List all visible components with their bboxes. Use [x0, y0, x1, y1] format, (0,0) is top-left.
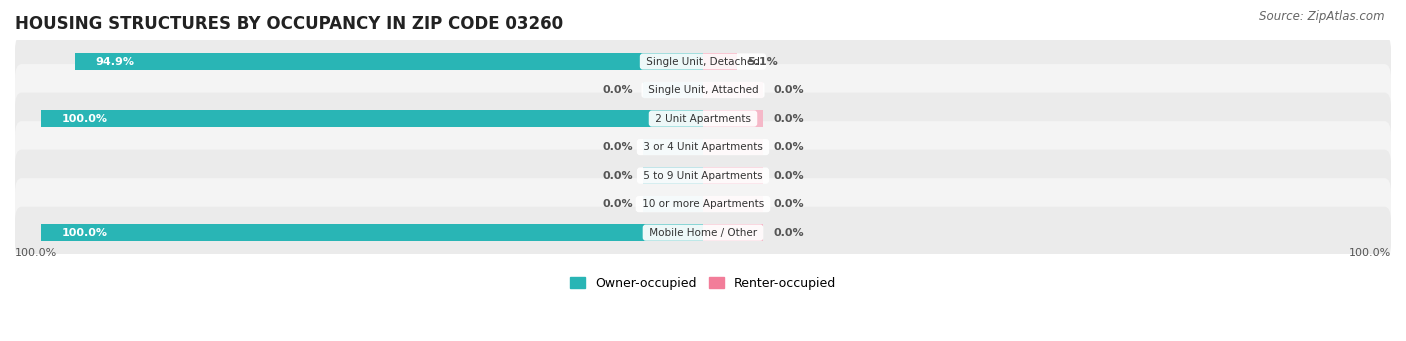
Bar — [41, 224, 703, 241]
Bar — [644, 167, 703, 184]
Bar — [703, 53, 737, 70]
Text: 0.0%: 0.0% — [773, 199, 804, 209]
Text: 100.0%: 100.0% — [1348, 248, 1391, 258]
Bar — [703, 224, 762, 241]
FancyBboxPatch shape — [15, 64, 1391, 116]
Text: 0.0%: 0.0% — [773, 142, 804, 152]
Text: Source: ZipAtlas.com: Source: ZipAtlas.com — [1260, 10, 1385, 23]
Text: 10 or more Apartments: 10 or more Apartments — [638, 199, 768, 209]
Text: 0.0%: 0.0% — [773, 170, 804, 181]
Text: 100.0%: 100.0% — [62, 228, 107, 238]
Bar — [644, 139, 703, 155]
Bar — [75, 53, 703, 70]
FancyBboxPatch shape — [15, 207, 1391, 258]
Text: 0.0%: 0.0% — [773, 114, 804, 123]
Bar — [703, 139, 762, 155]
Bar — [41, 110, 703, 127]
Bar — [703, 110, 762, 127]
Text: 3 or 4 Unit Apartments: 3 or 4 Unit Apartments — [640, 142, 766, 152]
Text: Single Unit, Attached: Single Unit, Attached — [644, 85, 762, 95]
FancyBboxPatch shape — [15, 93, 1391, 145]
Text: 0.0%: 0.0% — [602, 142, 633, 152]
Text: 0.0%: 0.0% — [773, 228, 804, 238]
Bar — [703, 82, 762, 98]
Text: Single Unit, Detached: Single Unit, Detached — [643, 57, 763, 66]
Text: 100.0%: 100.0% — [62, 114, 107, 123]
Bar — [703, 167, 762, 184]
FancyBboxPatch shape — [15, 150, 1391, 202]
Bar — [644, 196, 703, 212]
Text: Mobile Home / Other: Mobile Home / Other — [645, 228, 761, 238]
Text: 94.9%: 94.9% — [96, 57, 134, 66]
Bar — [644, 82, 703, 98]
Legend: Owner-occupied, Renter-occupied: Owner-occupied, Renter-occupied — [565, 272, 841, 295]
Text: HOUSING STRUCTURES BY OCCUPANCY IN ZIP CODE 03260: HOUSING STRUCTURES BY OCCUPANCY IN ZIP C… — [15, 15, 564, 33]
Text: 2 Unit Apartments: 2 Unit Apartments — [652, 114, 754, 123]
FancyBboxPatch shape — [15, 35, 1391, 87]
Text: 5 to 9 Unit Apartments: 5 to 9 Unit Apartments — [640, 170, 766, 181]
Text: 0.0%: 0.0% — [773, 85, 804, 95]
Text: 0.0%: 0.0% — [602, 199, 633, 209]
Text: 0.0%: 0.0% — [602, 170, 633, 181]
Text: 0.0%: 0.0% — [602, 85, 633, 95]
Text: 5.1%: 5.1% — [748, 57, 778, 66]
FancyBboxPatch shape — [15, 178, 1391, 230]
Text: 100.0%: 100.0% — [15, 248, 58, 258]
FancyBboxPatch shape — [15, 121, 1391, 173]
Bar — [703, 196, 762, 212]
